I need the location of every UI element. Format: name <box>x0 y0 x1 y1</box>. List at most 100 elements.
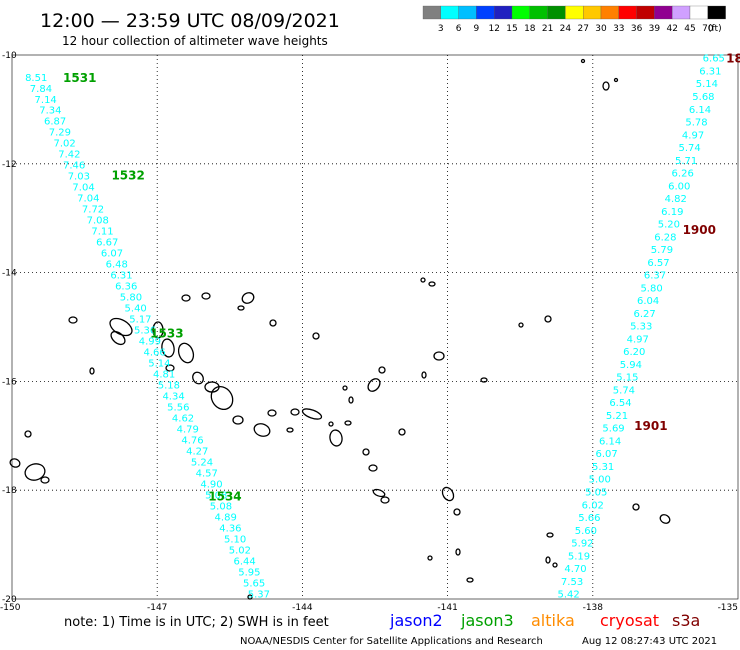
wave-height-label: 5.56 <box>167 403 189 414</box>
wave-height-label: 6.31 <box>699 66 721 77</box>
wave-height-label: 4.27 <box>186 447 208 458</box>
wave-height-label: 6.31 <box>110 271 132 282</box>
pass-time-label: 1901 <box>634 419 667 433</box>
colorbar-swatch <box>689 5 708 20</box>
colorbar-label: 27 <box>577 24 588 34</box>
colorbar-swatch <box>547 5 566 20</box>
wave-height-label: 5.14 <box>696 79 718 90</box>
wave-height-label: 5.21 <box>606 411 628 422</box>
island-outline <box>192 371 204 385</box>
footer-timestamp: Aug 12 08:27:43 UTC 2021 <box>582 636 717 647</box>
island-outline <box>161 338 175 358</box>
island-outline <box>453 508 461 516</box>
island-outline <box>40 476 50 484</box>
colorbar-label: 15 <box>506 24 517 34</box>
wave-height-label: 5.31 <box>592 462 614 473</box>
island-outline <box>9 458 21 468</box>
island-outline <box>602 81 610 91</box>
island-outline <box>24 463 46 481</box>
wave-height-label: 7.02 <box>53 139 75 150</box>
island-outline <box>428 281 436 287</box>
island-outline <box>480 377 488 383</box>
island-outline <box>380 496 390 504</box>
colorbar-swatch <box>565 5 584 20</box>
wave-height-label: 6.02 <box>582 500 604 511</box>
wave-height-label: 7.34 <box>39 106 61 117</box>
wave-height-label: 7.72 <box>82 205 104 216</box>
island-outline <box>89 367 95 375</box>
colorbar-label: 9 <box>474 24 480 34</box>
island-outline <box>247 594 253 600</box>
island-outline <box>420 277 426 283</box>
island-outline <box>152 321 164 339</box>
island-outline <box>552 562 558 568</box>
page-subtitle: 12 hour collection of altimeter wave hei… <box>62 34 328 48</box>
wave-height-label: 5.20 <box>658 220 680 231</box>
y-tick-label: -18 <box>2 486 17 496</box>
wave-height-label: 5.79 <box>651 245 673 256</box>
wave-height-label: 4.90 <box>200 480 222 491</box>
satellite-legend-altika: altika <box>531 611 575 630</box>
island-outline <box>546 532 554 538</box>
wave-height-label: 4.62 <box>172 414 194 425</box>
colorbar-legend: 3 6 9 12 15 18 21 24 27 30 33 36 39 42 45 70(ft) <box>422 5 726 34</box>
wave-height-label: 5.80 <box>120 293 142 304</box>
island-outline <box>372 488 386 498</box>
colorbar-swatch <box>458 5 477 20</box>
wave-height-label: 5.40 <box>125 304 147 315</box>
wave-height-label: 5.00 <box>589 475 611 486</box>
pass-time-label: 1531 <box>63 71 96 85</box>
island-outline <box>344 420 352 426</box>
island-outline <box>109 317 133 337</box>
island-outline <box>544 315 552 323</box>
wave-height-label: 5.94 <box>620 360 642 371</box>
wave-height-label: 5.10 <box>224 535 246 546</box>
wave-height-label: 6.87 <box>44 117 66 128</box>
colorbar-swatch <box>476 5 495 20</box>
island-outline <box>329 429 343 447</box>
wave-height-label: 6.04 <box>637 296 659 307</box>
colorbar-swatch <box>583 5 602 20</box>
wave-height-label: 6.07 <box>595 449 617 460</box>
island-outline <box>545 556 551 564</box>
wave-height-label: 5.14 <box>148 359 170 370</box>
colorbar-label: 45 <box>684 24 695 34</box>
island-outline <box>269 319 277 327</box>
wave-height-label: 6.20 <box>623 347 645 358</box>
wave-height-label: 5.68 <box>692 92 714 103</box>
colorbar-label: 42 <box>666 24 677 34</box>
island-outline <box>518 322 524 328</box>
wave-height-label: 7.84 <box>30 84 52 95</box>
island-outline <box>177 342 195 364</box>
wave-height-label: 6.48 <box>106 260 128 271</box>
island-outline <box>348 396 354 404</box>
island-outline <box>466 577 474 583</box>
page-title: 12:00 — 23:59 UTC 08/09/2021 <box>40 10 340 32</box>
colorbar-label: 33 <box>613 24 624 34</box>
wave-height-label: 4.70 <box>564 564 586 575</box>
x-tick-label: -144 <box>292 603 313 613</box>
satellite-legend: jason2 jason3 altika cryosat s3a <box>389 611 700 630</box>
wave-height-label: 4.79 <box>177 425 199 436</box>
wave-height-label: 4.81 <box>153 370 175 381</box>
wave-height-label: 6.37 <box>644 271 666 282</box>
island-outline <box>632 503 640 511</box>
colorbar-label: 12 <box>488 24 499 34</box>
y-tick-label: -12 <box>2 160 17 170</box>
colorbar-label: 21 <box>542 24 553 34</box>
wave-height-label: 7.29 <box>49 128 71 139</box>
wave-height-label: 5.15 <box>616 373 638 384</box>
wave-height-label: 5.78 <box>685 118 707 129</box>
wave-height-label: 5.36 <box>134 326 156 337</box>
wave-height-label: 4.36 <box>219 524 241 535</box>
axis-tick-labels: -10 -12 -14 -16 -18 -20-150 -147 -144 -141 -138 -1… <box>0 51 738 613</box>
colorbar-swatch <box>529 5 548 20</box>
pass-time-label: 1532 <box>111 169 144 183</box>
y-tick-label: -16 <box>2 377 17 387</box>
colorbar-label: 18 <box>524 24 536 34</box>
wave-height-label: 7.42 <box>58 150 80 161</box>
colorbar-label: 3 <box>438 24 444 34</box>
island-outline <box>110 330 126 346</box>
wave-height-label: 5.80 <box>640 283 662 294</box>
